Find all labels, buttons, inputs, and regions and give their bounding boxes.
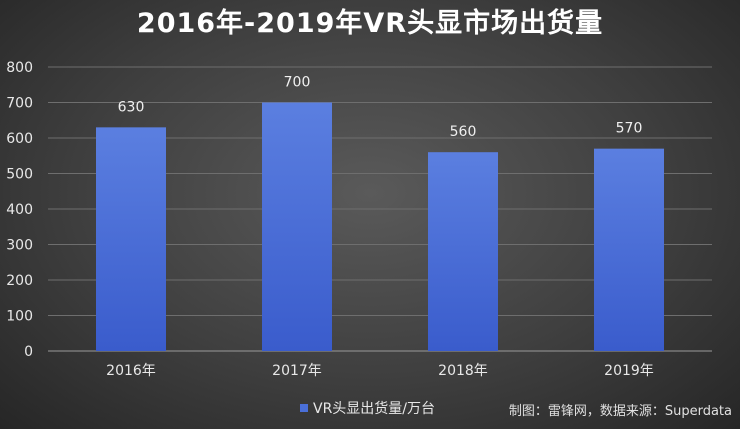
- x-tick-label: 2017年: [272, 363, 322, 379]
- data-label: 560: [450, 124, 477, 140]
- legend-swatch: [300, 404, 308, 412]
- legend-label: VR头显出货量/万台: [313, 401, 436, 417]
- data-label: 700: [284, 75, 311, 91]
- bar: [262, 102, 332, 351]
- data-label: 630: [118, 99, 145, 115]
- x-tick-label: 2016年: [106, 363, 156, 379]
- y-tick-label: 400: [6, 202, 33, 218]
- y-tick-label: 800: [6, 60, 33, 76]
- y-tick-label: 600: [6, 131, 33, 147]
- bar: [96, 127, 166, 351]
- chart-title: 2016年-2019年VR头显市场出货量: [136, 8, 604, 39]
- chart-legend: VR头显出货量/万台: [300, 398, 435, 418]
- y-tick-label: 200: [6, 273, 33, 289]
- x-tick-label: 2019年: [604, 363, 654, 379]
- source-credit: 制图：雷锋网，数据来源：Superdata: [508, 404, 732, 419]
- y-tick-label: 500: [6, 167, 33, 183]
- bar: [428, 152, 498, 351]
- bar: [594, 148, 664, 351]
- data-label: 570: [616, 121, 643, 137]
- y-tick-label: 300: [6, 238, 33, 254]
- y-tick-label: 0: [24, 344, 33, 360]
- x-tick-label: 2018年: [438, 363, 488, 379]
- y-tick-label: 100: [6, 309, 33, 325]
- y-tick-label: 700: [6, 96, 33, 112]
